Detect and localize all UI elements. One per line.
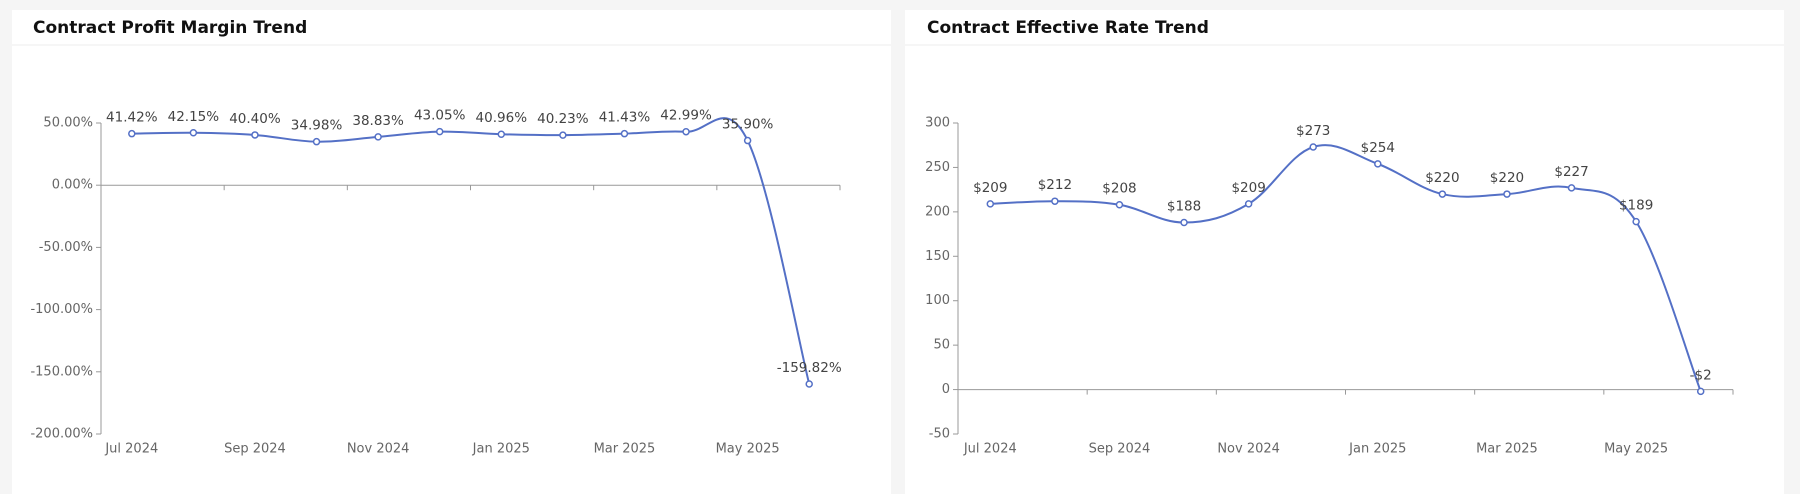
data-label: 42.15% bbox=[168, 109, 220, 125]
data-label: -$2 bbox=[1690, 367, 1712, 383]
data-label: $188 bbox=[1167, 199, 1201, 215]
y-tick-label: 200 bbox=[925, 204, 950, 219]
data-label: 40.40% bbox=[229, 111, 281, 127]
x-tick-label: Jan 2025 bbox=[472, 442, 530, 457]
point bbox=[1115, 200, 1124, 209]
point bbox=[1051, 197, 1059, 205]
point bbox=[128, 129, 136, 138]
x-tick-label: Mar 2025 bbox=[1476, 442, 1538, 457]
point bbox=[435, 127, 444, 136]
x-tick-label: May 2025 bbox=[716, 442, 780, 457]
point bbox=[497, 130, 506, 138]
x-tick-label: May 2025 bbox=[1604, 442, 1668, 457]
data-label: $220 bbox=[1425, 170, 1459, 186]
y-tick-label: -50 bbox=[929, 427, 950, 442]
x-tick-label: Sep 2024 bbox=[224, 442, 286, 457]
point bbox=[986, 200, 995, 208]
data-label: $209 bbox=[973, 180, 1007, 196]
y-tick-label: 50.00% bbox=[43, 116, 93, 131]
data-label: 43.05% bbox=[414, 108, 466, 124]
y-tick-label: -200.00% bbox=[30, 427, 93, 442]
data-label: $254 bbox=[1361, 140, 1395, 156]
x-tick-label: Jul 2024 bbox=[104, 442, 158, 457]
data-label: $220 bbox=[1490, 170, 1524, 186]
point bbox=[682, 127, 690, 136]
point bbox=[1180, 218, 1188, 227]
point bbox=[1567, 184, 1576, 192]
panel-title: Contract Effective Rate Trend bbox=[927, 18, 1209, 38]
y-tick-label: 0 bbox=[942, 382, 950, 397]
x-tick-label: Jan 2025 bbox=[1348, 442, 1406, 457]
point bbox=[374, 133, 382, 141]
data-label: 42.99% bbox=[660, 108, 712, 124]
x-tick-label: Nov 2024 bbox=[347, 442, 410, 457]
y-tick-label: 150 bbox=[925, 249, 950, 264]
y-tick-label: -100.00% bbox=[30, 302, 93, 317]
point bbox=[805, 380, 813, 388]
data-label: 41.42% bbox=[106, 110, 158, 126]
data-label: 34.98% bbox=[291, 118, 343, 134]
y-tick-label: -150.00% bbox=[30, 364, 93, 379]
x-tick-label: Nov 2024 bbox=[1217, 442, 1280, 457]
point bbox=[620, 129, 629, 138]
y-tick-label: 0.00% bbox=[52, 178, 93, 193]
panel bbox=[12, 10, 891, 494]
panel bbox=[905, 10, 1784, 494]
data-label: $227 bbox=[1554, 164, 1588, 180]
point bbox=[743, 136, 752, 145]
point bbox=[1696, 387, 1705, 396]
data-label: -159.82% bbox=[777, 360, 842, 376]
point bbox=[1503, 190, 1511, 198]
y-tick-label: 50 bbox=[933, 338, 950, 353]
y-tick-label: 100 bbox=[925, 293, 950, 308]
y-tick-label: 250 bbox=[925, 160, 950, 175]
x-tick-label: Jul 2024 bbox=[963, 442, 1017, 457]
data-label: $273 bbox=[1296, 123, 1330, 139]
point bbox=[312, 137, 321, 146]
data-label: 40.96% bbox=[476, 110, 528, 126]
point bbox=[1244, 200, 1253, 208]
point bbox=[189, 129, 198, 137]
panel-title: Contract Profit Margin Trend bbox=[33, 18, 307, 38]
point bbox=[251, 131, 259, 139]
y-tick-label: -50.00% bbox=[39, 240, 93, 255]
data-label: 40.23% bbox=[537, 111, 589, 127]
x-tick-label: Sep 2024 bbox=[1089, 442, 1151, 457]
point bbox=[1438, 190, 1447, 198]
point bbox=[1632, 217, 1640, 226]
point bbox=[1309, 143, 1317, 151]
y-tick-label: 300 bbox=[925, 116, 950, 131]
data-label: $209 bbox=[1231, 180, 1265, 196]
point bbox=[559, 131, 567, 139]
data-label: 38.83% bbox=[352, 113, 404, 129]
point bbox=[1374, 160, 1382, 168]
data-label: 41.43% bbox=[599, 110, 651, 126]
data-label: $189 bbox=[1619, 198, 1653, 214]
data-label: $208 bbox=[1102, 181, 1136, 197]
x-tick-label: Mar 2025 bbox=[594, 442, 656, 457]
data-label: 35.90% bbox=[722, 117, 774, 133]
data-label: $212 bbox=[1038, 177, 1072, 193]
